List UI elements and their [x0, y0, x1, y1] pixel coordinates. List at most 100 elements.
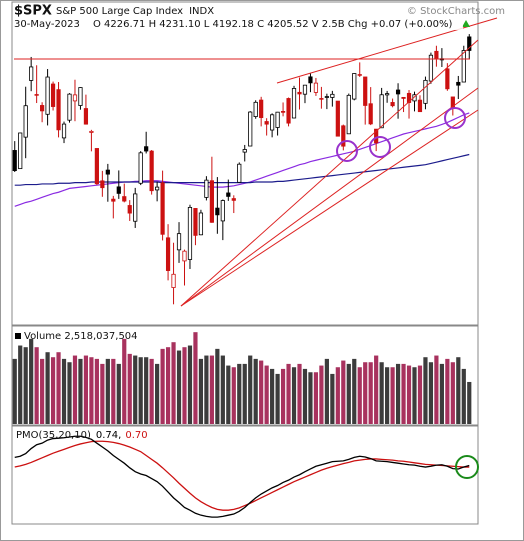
- candle-body: [286, 98, 291, 124]
- candle-body: [56, 89, 61, 131]
- volume-bar: [78, 358, 83, 424]
- volume-bar: [434, 355, 439, 424]
- volume-bar: [264, 365, 269, 424]
- volume-bar: [330, 373, 335, 424]
- candle-body: [83, 108, 89, 125]
- candle-body: [176, 233, 182, 251]
- volume-bar: [439, 363, 444, 424]
- candle-body: [253, 101, 258, 117]
- candle-body: [12, 150, 17, 172]
- candle-body: [467, 36, 472, 51]
- volume-bar: [286, 363, 291, 424]
- candle-body: [352, 73, 357, 100]
- volume-bar: [401, 363, 406, 424]
- volume-bar: [56, 352, 61, 424]
- candle-body: [395, 89, 401, 95]
- volume-bar: [198, 358, 204, 424]
- trend-line: [180, 87, 479, 307]
- candle-body: [423, 79, 428, 104]
- candle-body: [341, 125, 346, 147]
- candle-body: [417, 99, 423, 113]
- candle-body: [264, 121, 269, 125]
- candle-body: [23, 105, 28, 138]
- index-name: S&P 500 Large Cap Index: [56, 6, 183, 17]
- volume-bar: [270, 368, 275, 424]
- candle-body: [434, 50, 439, 60]
- candle-body: [275, 111, 280, 128]
- volume-bar: [231, 367, 236, 424]
- candle-body: [330, 93, 335, 98]
- volume-bar: [155, 363, 160, 424]
- candle-body: [165, 237, 171, 271]
- volume-bar: [40, 358, 45, 424]
- volume-bar: [357, 367, 362, 424]
- volume-bar: [461, 368, 466, 424]
- candle-body: [198, 212, 204, 236]
- candle-body: [209, 180, 214, 223]
- volume-bar: [176, 350, 182, 424]
- volume-bar: [45, 352, 50, 424]
- volume-bar: [363, 362, 368, 424]
- candle-body: [385, 93, 390, 96]
- pmo-panel: [11, 425, 479, 525]
- volume-bar: [374, 355, 379, 424]
- candle-body: [445, 68, 450, 90]
- volume-bar: [127, 353, 132, 424]
- candle-body: [187, 207, 193, 260]
- volume-bar: [385, 367, 390, 424]
- volume-bar: [34, 347, 39, 424]
- volume-bar: [144, 357, 149, 424]
- volume-bar: [379, 362, 384, 424]
- candle-body: [29, 66, 34, 81]
- line: [14, 112, 470, 207]
- volume-bar: [105, 358, 110, 424]
- line: [14, 153, 470, 186]
- volume-bar: [450, 362, 455, 424]
- volume-bar: [83, 355, 89, 424]
- candle-body: [122, 196, 127, 202]
- volume-bar: [280, 368, 286, 424]
- volume-title: Volume 2,518,037,504: [24, 331, 138, 342]
- volume-bar: [138, 357, 143, 424]
- candle-body: [149, 150, 154, 192]
- candle-body: [18, 132, 23, 170]
- candle-body: [401, 96, 406, 99]
- volume-bar: [171, 342, 176, 424]
- volume-bar: [237, 363, 242, 424]
- candle-body: [34, 94, 39, 96]
- legend-value: 0.70: [125, 430, 147, 441]
- trend-line: [180, 39, 479, 307]
- volume-bar: [18, 345, 23, 424]
- volume-bar: [346, 363, 351, 424]
- candle-body: [72, 94, 78, 102]
- volume-bar: [226, 365, 231, 424]
- line: [14, 435, 470, 518]
- candle-body: [226, 192, 231, 197]
- candle-body: [220, 200, 225, 222]
- candle-body: [248, 111, 253, 147]
- candle-body: [160, 182, 165, 235]
- candle-body: [237, 163, 242, 183]
- volume-bar: [423, 357, 428, 424]
- volume-bar: [368, 362, 373, 424]
- candle-body: [40, 105, 45, 112]
- volume-bar: [313, 372, 319, 424]
- candle-body: [67, 93, 72, 121]
- candle-body: [155, 186, 160, 191]
- volume-panel: [11, 325, 479, 426]
- volume-bar: [133, 355, 138, 424]
- volume-bar: [12, 358, 17, 424]
- candle-body: [363, 76, 368, 106]
- candle-body: [406, 92, 412, 103]
- candle-body: [302, 84, 308, 95]
- volume-bar: [165, 347, 171, 424]
- candle-body: [297, 91, 302, 95]
- candle-body: [242, 149, 247, 153]
- candle-body: [313, 82, 319, 93]
- candle-body: [144, 146, 149, 152]
- line: [14, 440, 470, 511]
- highlight-circle: [336, 140, 358, 162]
- candle-body: [215, 207, 220, 216]
